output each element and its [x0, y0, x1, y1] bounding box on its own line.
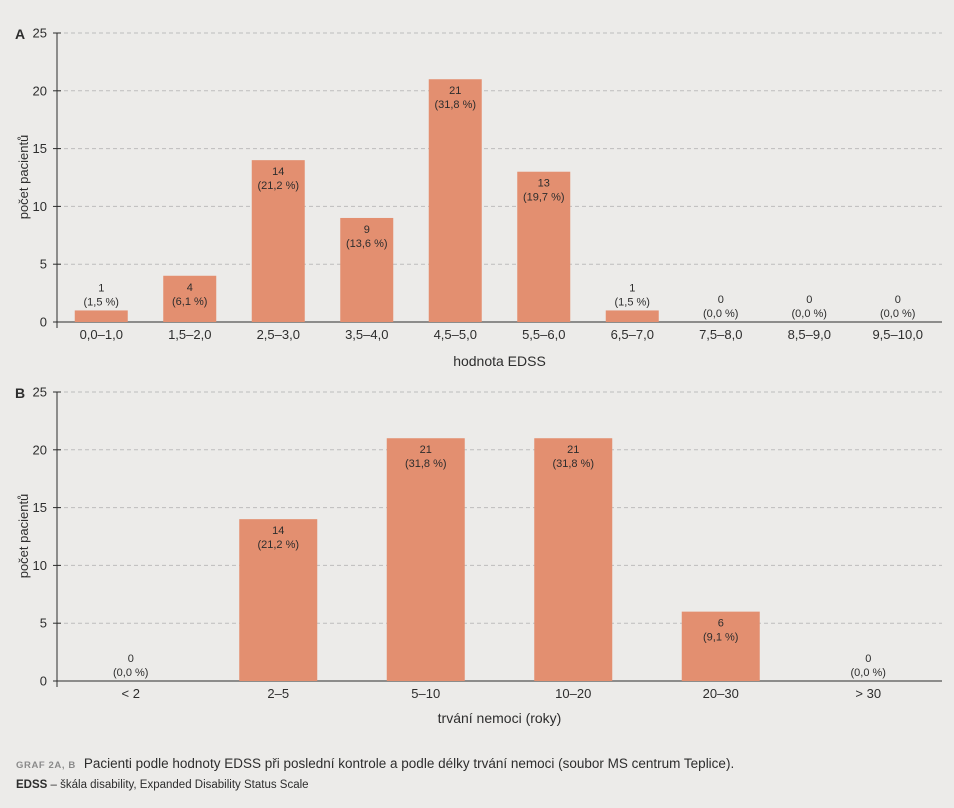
- panel-b-y-label: počet pacientů: [16, 494, 31, 579]
- panel-b-x-tick-label: 2–5: [267, 686, 289, 701]
- panel-b-x-label: trvání nemoci (roky): [438, 710, 562, 726]
- panel-b-bar: [239, 519, 318, 681]
- panel-a-bar-value-label: 13: [538, 178, 550, 190]
- panel-a-bar-percent-label: (13,6 %): [346, 238, 388, 250]
- panel-b-y-tick-label: 10: [33, 558, 47, 573]
- panel-b-x-tick-label: < 2: [122, 686, 140, 701]
- panel-a-bar: [605, 310, 659, 322]
- panel-a-bar-value-label: 0: [718, 294, 724, 306]
- panel-a-bar-value-label: 0: [806, 294, 812, 306]
- panel-a-bar: [340, 217, 394, 322]
- panel-a-bar-percent-label: (6,1 %): [172, 296, 207, 308]
- panel-b-letter: B: [15, 385, 25, 401]
- footnote-abbr: EDSS: [16, 779, 48, 791]
- panel-a-bar: [428, 79, 482, 323]
- panel-b-bar-value-label: 14: [272, 525, 284, 537]
- panel-b-bar-percent-label: (0,0 %): [851, 667, 886, 679]
- panel-a-x-tick-label: 4,5–5,0: [434, 327, 477, 342]
- panel-b-bar-value-label: 21: [567, 444, 579, 456]
- panel-a-x-label: hodnota EDSS: [453, 353, 546, 369]
- footnote-text: – škála disability, Expanded Disability …: [47, 779, 309, 791]
- panel-b-bar: [386, 438, 465, 681]
- panel-a-y-tick-label: 20: [33, 83, 47, 98]
- panel-a-bar-percent-label: (0,0 %): [880, 308, 915, 320]
- panel-a-x-tick-label: 3,5–4,0: [345, 327, 388, 342]
- panel-b-x-tick-label: 20–30: [703, 686, 739, 701]
- panel-a-bar-value-label: 9: [364, 224, 370, 236]
- panel-a-y-tick-label: 5: [40, 257, 47, 272]
- panel-a-bar-value-label: 1: [629, 282, 635, 294]
- panel-a-bar-percent-label: (19,7 %): [523, 192, 565, 204]
- panel-b-y-tick-label: 5: [40, 616, 47, 631]
- figure-caption: GRAF 2A, B Pacienti podle hodnoty EDSS př…: [16, 756, 734, 771]
- panel-b-y-tick-label: 0: [40, 674, 47, 689]
- panel-a-x-tick-label: 9,5–10,0: [872, 327, 923, 342]
- panel-a-bar-value-label: 21: [449, 85, 461, 97]
- panel-a-y-tick-label: 25: [33, 26, 47, 41]
- panel-a-y-tick-label: 0: [40, 315, 47, 330]
- panel-a-bar-value-label: 14: [272, 166, 284, 178]
- panel-a-bar-value-label: 4: [187, 282, 193, 294]
- panel-b-y-tick-label: 25: [33, 385, 47, 400]
- panel-b-bar-value-label: 0: [865, 653, 871, 665]
- panel-b-bar-value-label: 0: [128, 653, 134, 665]
- panel-b-y-tick-label: 15: [33, 500, 47, 515]
- panel-a-bar: [517, 171, 571, 322]
- panel-a-bar-percent-label: (0,0 %): [703, 308, 738, 320]
- panel-a-bar: [74, 310, 128, 322]
- panel-b-bar-value-label: 6: [718, 618, 724, 630]
- panel-b-bar: [534, 438, 613, 681]
- panel-a-y-tick-label: 10: [33, 199, 47, 214]
- panel-a-bar: [163, 275, 217, 322]
- panel-b-bar-percent-label: (21,2 %): [257, 539, 299, 551]
- panel-b-y-tick-label: 20: [33, 442, 47, 457]
- panel-a-y-tick-label: 15: [33, 141, 47, 156]
- panel-a-bar-value-label: 0: [895, 294, 901, 306]
- panel-a-bar-percent-label: (21,2 %): [257, 180, 299, 192]
- panel-a-bar-percent-label: (0,0 %): [792, 308, 827, 320]
- panel-a-letter: A: [15, 26, 25, 42]
- panel-b-x-tick-label: 10–20: [555, 686, 591, 701]
- panel-b-x-tick-label: 5–10: [411, 686, 440, 701]
- panel-a-bar-percent-label: (1,5 %): [615, 296, 650, 308]
- panel-a-x-tick-label: 0,0–1,0: [80, 327, 123, 342]
- panel-b-bar-percent-label: (9,1 %): [703, 632, 738, 644]
- panel-b-bar-percent-label: (31,8 %): [552, 458, 594, 470]
- panel-a-bar: [251, 160, 305, 322]
- panel-b-x-tick-label: > 30: [855, 686, 881, 701]
- figure-footnote: EDSS – škála disability, Expanded Disabi…: [16, 779, 309, 791]
- panel-a-bar-value-label: 1: [98, 282, 104, 294]
- panel-b-bar-percent-label: (0,0 %): [113, 667, 148, 679]
- panel-a-x-tick-label: 6,5–7,0: [611, 327, 654, 342]
- panel-b-bar-percent-label: (31,8 %): [405, 458, 447, 470]
- panel-a-y-label: počet pacientů: [16, 135, 31, 220]
- caption-label: GRAF 2A, B: [16, 760, 76, 771]
- panel-a-bar-percent-label: (1,5 %): [84, 296, 119, 308]
- panel-a-x-tick-label: 8,5–9,0: [788, 327, 831, 342]
- panel-b-bar-value-label: 21: [420, 444, 432, 456]
- panel-a-bar-percent-label: (31,8 %): [434, 99, 476, 111]
- panel-a-x-tick-label: 7,5–8,0: [699, 327, 742, 342]
- panel-b-bar: [681, 611, 760, 681]
- panel-a-x-tick-label: 5,5–6,0: [522, 327, 565, 342]
- caption-text: Pacienti podle hodnoty EDSS při poslední…: [83, 756, 735, 771]
- panel-a-x-tick-label: 2,5–3,0: [257, 327, 300, 342]
- panel-a-x-tick-label: 1,5–2,0: [168, 327, 211, 342]
